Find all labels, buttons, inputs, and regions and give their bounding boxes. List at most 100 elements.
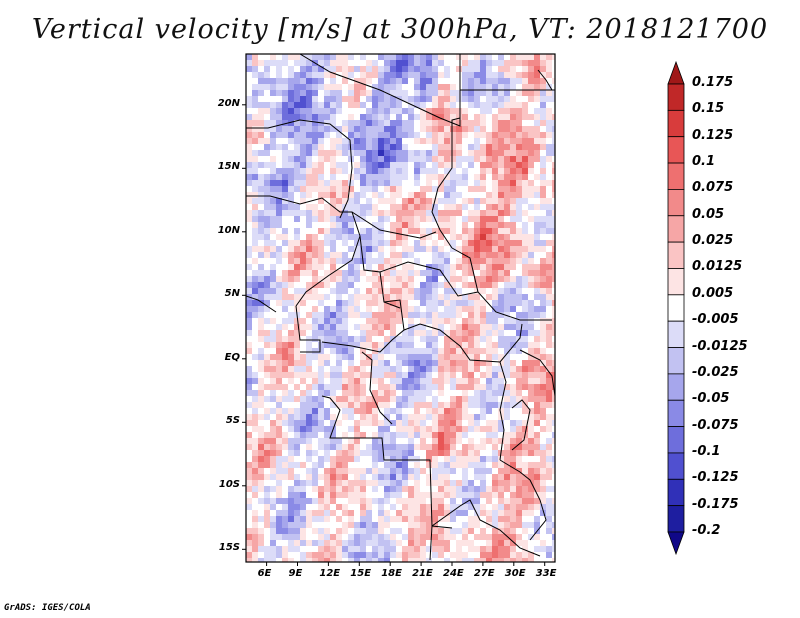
field-cell [480, 396, 487, 403]
field-cell [462, 534, 469, 541]
field-cell [366, 144, 373, 151]
field-cell [354, 366, 361, 373]
field-cell [354, 144, 361, 151]
field-cell [486, 336, 493, 343]
field-cell [342, 510, 349, 517]
field-cell [348, 426, 355, 433]
field-cell [252, 306, 259, 313]
field-cell [282, 216, 289, 223]
field-cell [504, 318, 511, 325]
field-cell [288, 150, 295, 157]
field-cell [330, 144, 337, 151]
field-cell [468, 54, 475, 61]
field-cell [360, 156, 367, 163]
field-cell [480, 252, 487, 259]
field-cell [546, 186, 553, 193]
field-cell [528, 360, 535, 367]
field-cell [516, 474, 523, 481]
field-cell [522, 54, 529, 61]
field-cell [336, 486, 343, 493]
field-cell [348, 438, 355, 445]
field-cell [492, 96, 499, 103]
field-cell [444, 270, 451, 277]
field-cell [546, 282, 553, 289]
field-cell [516, 60, 523, 67]
field-cell [444, 288, 451, 295]
field-cell [480, 162, 487, 169]
field-cell [438, 294, 445, 301]
field-cell [432, 228, 439, 235]
field-cell [270, 66, 277, 73]
field-cell [540, 204, 547, 211]
field-cell [270, 258, 277, 265]
field-cell [384, 306, 391, 313]
field-cell [384, 324, 391, 331]
field-cell [330, 420, 337, 427]
field-cell [408, 306, 415, 313]
field-cell [552, 222, 555, 229]
field-cell [300, 486, 307, 493]
field-cell [546, 96, 553, 103]
field-cell [354, 174, 361, 181]
field-cell [534, 228, 541, 235]
field-cell [456, 144, 463, 151]
field-cell [246, 228, 253, 235]
field-cell [288, 432, 295, 439]
field-cell [408, 354, 415, 361]
field-cell [456, 162, 463, 169]
field-cell [462, 456, 469, 463]
field-cell [276, 390, 283, 397]
field-cell [378, 246, 385, 253]
field-cell [510, 390, 517, 397]
field-cell [504, 480, 511, 487]
field-cell [288, 264, 295, 271]
field-cell [480, 150, 487, 157]
field-cell [456, 474, 463, 481]
field-cell [402, 270, 409, 277]
field-cell [288, 54, 295, 61]
field-cell [492, 522, 499, 529]
field-cell [492, 72, 499, 79]
field-cell [264, 510, 271, 517]
field-cell [444, 408, 451, 415]
field-cell [498, 54, 505, 61]
field-cell [390, 192, 397, 199]
field-cell [270, 138, 277, 145]
field-cell [396, 402, 403, 409]
field-cell [420, 378, 427, 385]
field-cell [492, 342, 499, 349]
field-cell [546, 66, 553, 73]
field-cell [384, 366, 391, 373]
field-cell [390, 150, 397, 157]
field-cell [324, 438, 331, 445]
field-cell [258, 84, 265, 91]
field-cell [360, 54, 367, 61]
field-cell [504, 264, 511, 271]
field-cell [540, 528, 547, 535]
field-cell [468, 384, 475, 391]
field-cell [336, 144, 343, 151]
field-cell [516, 210, 523, 217]
field-cell [420, 462, 427, 469]
field-cell [462, 498, 469, 505]
field-cell [264, 426, 271, 433]
field-cell [450, 408, 457, 415]
field-cell [426, 222, 433, 229]
field-cell [252, 210, 259, 217]
field-cell [420, 360, 427, 367]
field-cell [510, 210, 517, 217]
field-cell [294, 138, 301, 145]
field-cell [534, 192, 541, 199]
field-cell [306, 546, 313, 553]
field-cell [366, 468, 373, 475]
field-cell [342, 264, 349, 271]
field-cell [246, 204, 253, 211]
field-cell [408, 270, 415, 277]
field-cell [552, 372, 555, 379]
field-cell [498, 480, 505, 487]
field-cell [438, 198, 445, 205]
field-cell [360, 504, 367, 511]
field-cell [294, 318, 301, 325]
field-cell [438, 372, 445, 379]
field-cell [342, 372, 349, 379]
